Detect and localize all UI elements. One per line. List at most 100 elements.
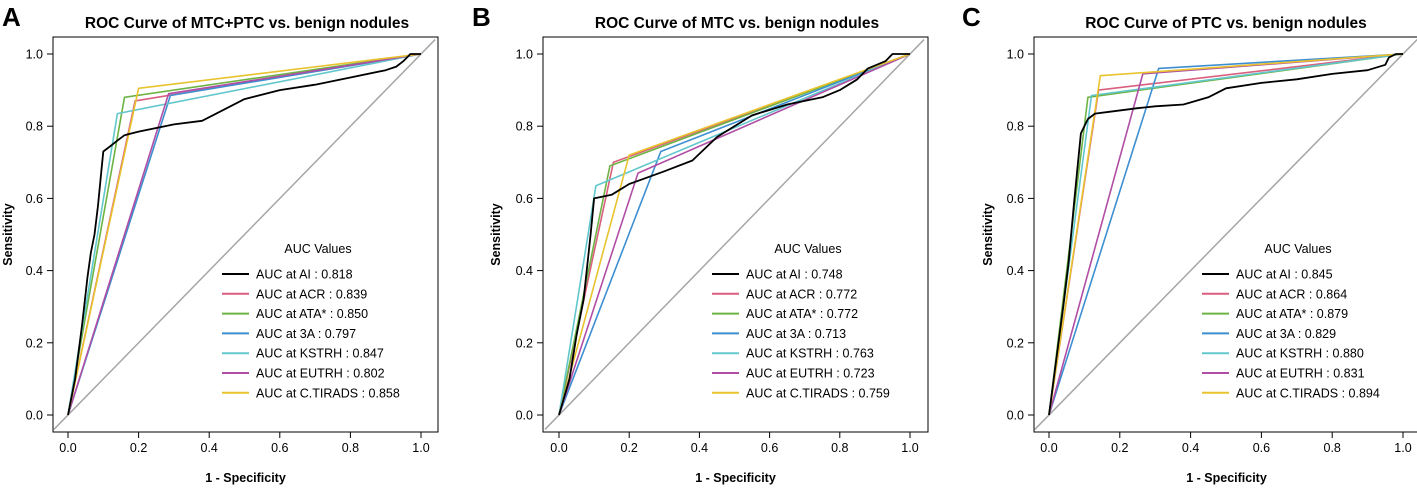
legend-entry: AUC at KSTRH : 0.847	[256, 347, 384, 361]
roc-line-5	[67, 53, 422, 416]
roc-line-3	[558, 53, 911, 416]
legend-title: AUC Values	[774, 242, 841, 256]
roc-line-6	[67, 53, 422, 416]
reference-diagonal	[544, 39, 925, 430]
legend-entry: AUC at ATA* : 0.879	[1236, 307, 1348, 321]
y-tick-label: 0.2	[26, 336, 43, 350]
chart-title: ROC Curve of MTC vs. benign nodules	[595, 15, 879, 32]
legend-entry: AUC at ATA* : 0.850	[256, 307, 368, 321]
x-axis-label: 1 - Specificity	[1186, 471, 1267, 485]
roc-line-4	[1048, 53, 1404, 416]
y-axis-label: Sensitivity	[1, 203, 15, 266]
y-axis-label: Sensitivity	[489, 203, 503, 266]
y-tick-label: 0.4	[516, 264, 533, 278]
legend-entry: AUC at KSTRH : 0.880	[1236, 347, 1364, 361]
x-tick-label: 0.2	[130, 441, 147, 455]
roc-line-5	[558, 53, 911, 416]
x-tick-label: 0.8	[1324, 441, 1341, 455]
legend-title: AUC Values	[284, 242, 351, 256]
x-tick-label: 0.0	[59, 441, 76, 455]
roc-line-3	[67, 53, 422, 416]
roc-line-7	[1048, 53, 1404, 416]
legend-entry: AUC at 3A : 0.829	[1236, 327, 1336, 341]
y-tick-label: 0.6	[26, 192, 43, 206]
legend-title: AUC Values	[1264, 242, 1331, 256]
x-tick-label: 0.4	[1182, 441, 1199, 455]
roc-line-1	[67, 53, 421, 416]
series-lines	[558, 53, 911, 416]
legend: AUC Values AUC at AI : 0.748 AUC at ACR : …	[712, 242, 890, 400]
x-tick-label: 0.8	[831, 441, 848, 455]
x-axis: 0.0 0.2 0.4 0.6 0.8 1.0	[1040, 431, 1412, 455]
y-tick-label: 0.0	[1007, 409, 1024, 423]
roc-line-1	[558, 53, 910, 416]
roc-panel-a: A ROC Curve of MTC+PTC vs. benign nodules…	[1, 2, 439, 485]
x-axis-label: 1 - Specificity	[205, 471, 286, 485]
roc-line-4	[558, 53, 911, 416]
x-tick-label: 0.4	[201, 441, 218, 455]
y-tick-label: 1.0	[516, 48, 533, 62]
x-axis: 0.0 0.2 0.4 0.6 0.8 1.0	[59, 431, 430, 455]
x-tick-label: 0.6	[1253, 441, 1270, 455]
chart-title: ROC Curve of MTC+PTC vs. benign nodules	[85, 15, 409, 32]
roc-line-1	[1048, 53, 1403, 416]
legend-entry: AUC at EUTRH : 0.723	[746, 367, 875, 381]
legend-entry: AUC at C.TIRADS : 0.858	[256, 386, 400, 400]
x-tick-label: 0.6	[761, 441, 778, 455]
legend-entry: AUC at EUTRH : 0.802	[256, 367, 385, 381]
y-tick-label: 0.8	[26, 120, 43, 134]
reference-diagonal	[53, 39, 436, 430]
panel-letter: C	[962, 2, 981, 32]
legend-entry: AUC at ATA* : 0.772	[746, 307, 858, 321]
legend-entry: AUC at 3A : 0.797	[256, 327, 356, 341]
reference-diagonal	[1034, 39, 1417, 430]
y-tick-label: 1.0	[1007, 48, 1024, 62]
legend-entry: AUC at ACR : 0.772	[746, 287, 857, 301]
x-tick-label: 0.0	[1040, 441, 1057, 455]
y-tick-label: 0.0	[26, 409, 43, 423]
y-tick-label: 0.0	[516, 409, 533, 423]
y-tick-label: 0.6	[1007, 192, 1024, 206]
y-tick-label: 0.4	[1007, 264, 1024, 278]
x-axis-label: 1 - Specificity	[695, 471, 776, 485]
legend-entry: AUC at C.TIRADS : 0.894	[1236, 386, 1380, 400]
x-tick-label: 1.0	[412, 441, 429, 455]
roc-line-6	[558, 53, 911, 416]
legend-entry: AUC at ACR : 0.864	[1236, 287, 1347, 301]
y-axis: 0.0 0.2 0.4 0.6 0.8 1.0	[516, 48, 543, 423]
legend-entry: AUC at AI : 0.845	[1236, 268, 1333, 282]
x-tick-label: 1.0	[1394, 441, 1411, 455]
x-tick-label: 0.8	[342, 441, 359, 455]
legend: AUC Values AUC at AI : 0.818 AUC at ACR : …	[222, 242, 400, 400]
y-tick-label: 0.6	[516, 192, 533, 206]
chart-title: ROC Curve of PTC vs. benign nodules	[1085, 15, 1367, 32]
y-axis: 0.0 0.2 0.4 0.6 0.8 1.0	[1007, 48, 1034, 423]
series-lines	[67, 53, 422, 416]
legend-entry: AUC at C.TIRADS : 0.759	[746, 386, 890, 400]
legend-entry: AUC at EUTRH : 0.831	[1236, 367, 1365, 381]
legend: AUC Values AUC at AI : 0.845 AUC at ACR : …	[1202, 242, 1380, 400]
legend-entry: AUC at ACR : 0.839	[256, 287, 367, 301]
y-tick-label: 0.2	[1007, 336, 1024, 350]
y-tick-label: 0.2	[516, 336, 533, 350]
legend-entry: AUC at 3A : 0.713	[746, 327, 846, 341]
y-axis-label: Sensitivity	[981, 203, 995, 266]
y-tick-label: 0.8	[1007, 120, 1024, 134]
panel-letter: B	[472, 2, 491, 32]
series-lines	[1048, 53, 1404, 416]
panel-letter: A	[2, 2, 21, 32]
x-tick-label: 0.2	[621, 441, 638, 455]
x-axis: 0.0 0.2 0.4 0.6 0.8 1.0	[550, 431, 919, 455]
roc-line-7	[67, 53, 422, 416]
x-tick-label: 0.6	[271, 441, 288, 455]
y-axis: 0.0 0.2 0.4 0.6 0.8 1.0	[26, 48, 53, 423]
x-tick-label: 0.0	[550, 441, 567, 455]
y-tick-label: 0.8	[516, 120, 533, 134]
roc-line-7	[558, 53, 911, 416]
x-tick-label: 0.2	[1111, 441, 1128, 455]
y-tick-label: 0.4	[26, 264, 43, 278]
x-tick-label: 1.0	[901, 441, 918, 455]
